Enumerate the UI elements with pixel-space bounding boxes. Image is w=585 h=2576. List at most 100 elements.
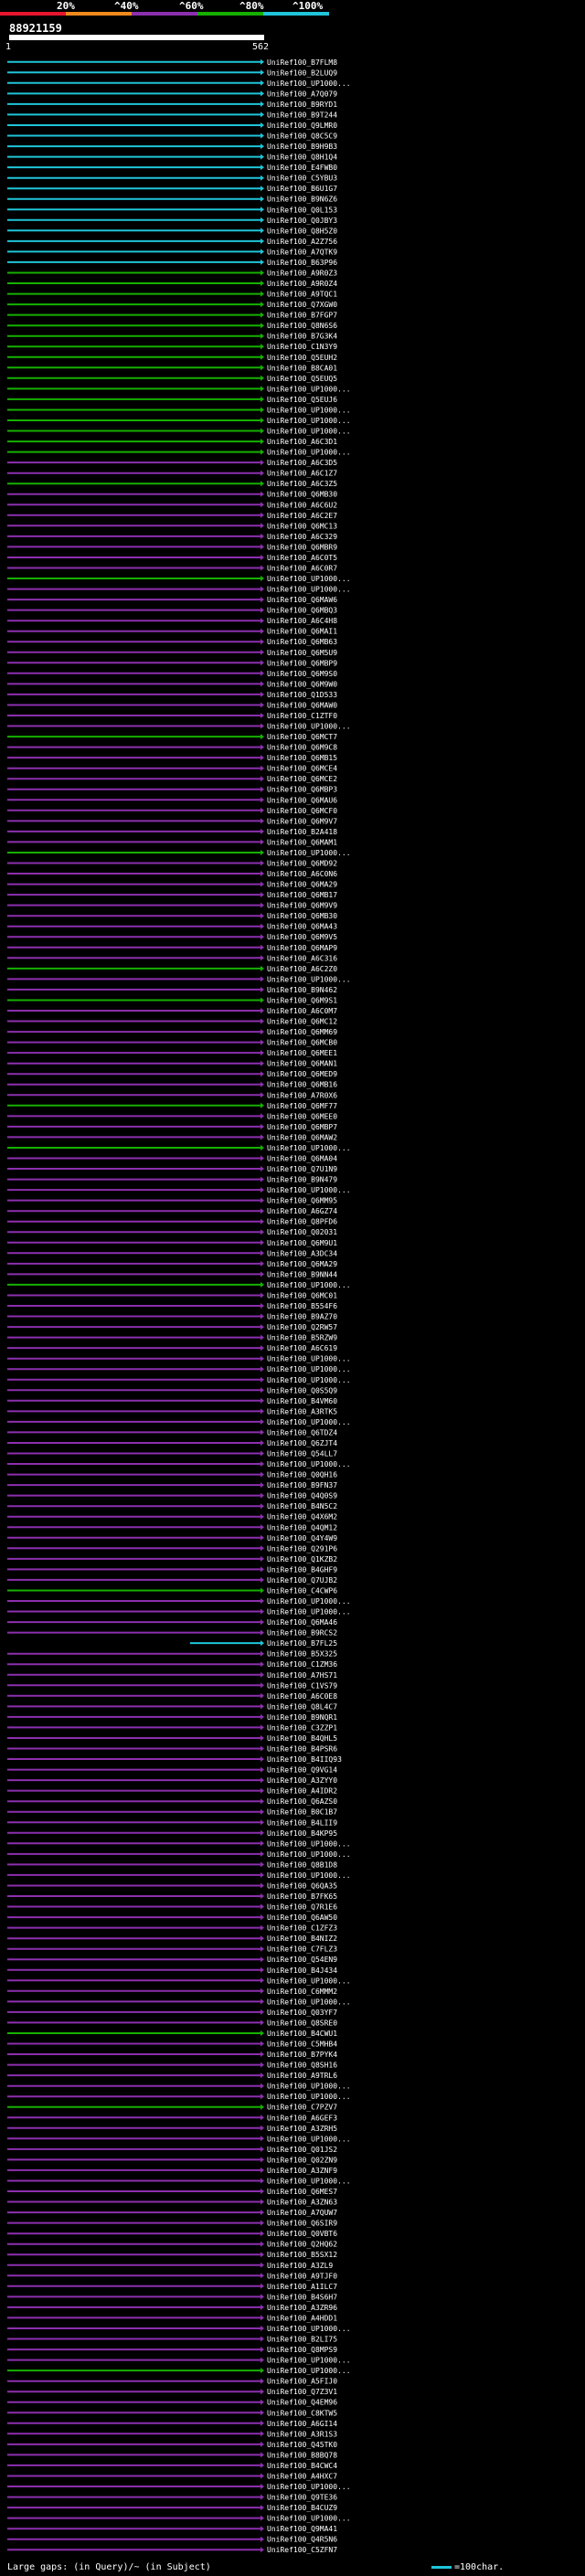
hit-label[interactable]: UniRef100_Q4X6M2 <box>267 1513 337 1521</box>
hit-label[interactable]: UniRef100_Q7Z3V1 <box>267 2388 337 2396</box>
hit-label[interactable]: UniRef100_Q6M9C8 <box>267 744 337 752</box>
hit-label[interactable]: UniRef100_Q6MB15 <box>267 754 337 762</box>
hit-label[interactable]: UniRef100_C4CWP6 <box>267 1587 337 1595</box>
hit-label[interactable]: UniRef100_UP1000... <box>267 2515 351 2523</box>
hit-label[interactable]: UniRef100_A4IDR2 <box>267 1787 337 1796</box>
hit-label[interactable]: UniRef100_Q6M9V7 <box>267 817 337 825</box>
hit-label[interactable]: UniRef100_A6C0R7 <box>267 565 337 573</box>
hit-label[interactable]: UniRef100_B8CA01 <box>267 364 337 372</box>
hit-label[interactable]: UniRef100_C7PZV7 <box>267 2104 337 2112</box>
hit-label[interactable]: UniRef100_B9RCS2 <box>267 1629 337 1638</box>
hit-label[interactable]: UniRef100_Q6MAW0 <box>267 702 337 710</box>
hit-label[interactable]: UniRef100_C1ZTF0 <box>267 712 337 720</box>
hit-label[interactable]: UniRef100_Q02031 <box>267 1228 337 1236</box>
hit-label[interactable]: UniRef100_B5X325 <box>267 1650 337 1659</box>
hit-label[interactable]: UniRef100_Q8H1Q4 <box>267 154 337 162</box>
hit-label[interactable]: UniRef100_A6C0M7 <box>267 1007 337 1015</box>
hit-label[interactable]: UniRef100_Q6MC13 <box>267 522 337 530</box>
hit-label[interactable]: UniRef100_Q4Y4W9 <box>267 1534 337 1542</box>
hit-label[interactable]: UniRef100_A3ZYY0 <box>267 1776 337 1785</box>
hit-label[interactable]: UniRef100_Q6MAW2 <box>267 1133 337 1141</box>
hit-label[interactable]: UniRef100_A9TJF0 <box>267 2272 337 2280</box>
hit-label[interactable]: UniRef100_A7HS71 <box>267 1671 337 1680</box>
hit-label[interactable]: UniRef100_B7FL25 <box>267 1639 337 1648</box>
hit-label[interactable]: UniRef100_A7QTK9 <box>267 248 337 256</box>
hit-label[interactable]: UniRef100_Q6AZS0 <box>267 1797 337 1806</box>
hit-label[interactable]: UniRef100_A3ZL9 <box>267 2262 333 2270</box>
hit-label[interactable]: UniRef100_C1VS79 <box>267 1681 337 1690</box>
hit-label[interactable]: UniRef100_UP1000... <box>267 2083 351 2091</box>
hit-label[interactable]: UniRef100_Q291P6 <box>267 1544 337 1553</box>
hit-label[interactable]: UniRef100_Q6MBP3 <box>267 786 337 794</box>
hit-label[interactable]: UniRef100_Q4QM12 <box>267 1523 337 1532</box>
hit-label[interactable]: UniRef100_UP1000... <box>267 2483 351 2491</box>
hit-label[interactable]: UniRef100_Q6MB63 <box>267 638 337 646</box>
hit-label[interactable]: UniRef100_A4HXC7 <box>267 2473 337 2481</box>
hit-label[interactable]: UniRef100_Q6MAI1 <box>267 628 337 636</box>
hit-label[interactable]: UniRef100_B9N479 <box>267 1176 337 1184</box>
hit-label[interactable]: UniRef100_Q6MA29 <box>267 881 337 889</box>
hit-label[interactable]: UniRef100_A6C0E8 <box>267 1692 337 1701</box>
hit-label[interactable]: UniRef100_B2A418 <box>267 828 337 836</box>
hit-label[interactable]: UniRef100_B7PYK4 <box>267 2051 337 2059</box>
hit-label[interactable]: UniRef100_Q9MA41 <box>267 2525 337 2533</box>
hit-label[interactable]: UniRef100_B4CWC4 <box>267 2462 337 2470</box>
hit-label[interactable]: UniRef100_B4NIZ2 <box>267 1935 337 1943</box>
hit-label[interactable]: UniRef100_B6U1G7 <box>267 185 337 193</box>
hit-label[interactable]: UniRef100_B9AZ70 <box>267 1313 337 1321</box>
hit-label[interactable]: UniRef100_Q6M9S1 <box>267 997 337 1005</box>
hit-label[interactable]: UniRef100_Q6MC12 <box>267 1018 337 1026</box>
hit-label[interactable]: UniRef100_A7QUW7 <box>267 2209 337 2217</box>
hit-label[interactable]: UniRef100_B8BQ78 <box>267 2451 337 2459</box>
hit-label[interactable]: UniRef100_Q0JBY3 <box>267 217 337 225</box>
hit-label[interactable]: UniRef100_Q6MCT7 <box>267 733 337 741</box>
hit-label[interactable]: UniRef100_Q5EUQ5 <box>267 375 337 383</box>
hit-label[interactable]: UniRef100_E4FWB0 <box>267 164 337 172</box>
hit-label[interactable]: UniRef100_A3ZNF9 <box>267 2167 337 2175</box>
hit-label[interactable]: UniRef100_Q6MM95 <box>267 1197 337 1205</box>
hit-label[interactable]: UniRef100_Q1KZB2 <box>267 1555 337 1564</box>
hit-label[interactable]: UniRef100_B4N5C2 <box>267 1502 337 1511</box>
hit-label[interactable]: UniRef100_Q54LL7 <box>267 1450 337 1458</box>
hit-label[interactable]: UniRef100_Q8MPS9 <box>267 2346 337 2354</box>
hit-label[interactable]: UniRef100_Q6MEE1 <box>267 1049 337 1057</box>
hit-label[interactable]: UniRef100_Q0L153 <box>267 206 337 214</box>
hit-label[interactable]: UniRef100_A6C3D1 <box>267 438 337 446</box>
hit-label[interactable]: UniRef100_UP1000... <box>267 1850 351 1859</box>
hit-label[interactable]: UniRef100_UP1000... <box>267 1376 351 1384</box>
hit-label[interactable]: UniRef100_Q01JS2 <box>267 2146 337 2154</box>
hit-label[interactable]: UniRef100_UP1000... <box>267 1839 351 1848</box>
hit-label[interactable]: UniRef100_Q6MAN1 <box>267 1060 337 1068</box>
hit-label[interactable]: UniRef100_Q6MB30 <box>267 491 337 499</box>
hit-label[interactable]: UniRef100_UP1000... <box>267 1281 351 1289</box>
hit-label[interactable]: UniRef100_Q45TK0 <box>267 2441 337 2449</box>
hit-label[interactable]: UniRef100_Q0VBT6 <box>267 2230 337 2238</box>
hit-label[interactable]: UniRef100_Q9VG14 <box>267 1766 337 1775</box>
hit-label[interactable]: UniRef100_Q6SIR9 <box>267 2220 337 2228</box>
hit-label[interactable]: UniRef100_Q8N6S6 <box>267 322 337 330</box>
hit-label[interactable]: UniRef100_B7FGP7 <box>267 312 337 320</box>
hit-label[interactable]: UniRef100_Q9LMR0 <box>267 122 337 130</box>
hit-label[interactable]: UniRef100_Q8H5Z0 <box>267 227 337 235</box>
hit-label[interactable]: UniRef100_B7G3K4 <box>267 333 337 341</box>
hit-label[interactable]: UniRef100_Q6MA46 <box>267 1618 337 1627</box>
hit-label[interactable]: UniRef100_Q7R1E6 <box>267 1903 337 1912</box>
hit-label[interactable]: UniRef100_A9R0Z3 <box>267 270 337 278</box>
hit-label[interactable]: UniRef100_Q8SRE0 <box>267 2019 337 2027</box>
hit-label[interactable]: UniRef100_Q8PFD6 <box>267 1218 337 1226</box>
hit-label[interactable]: UniRef100_Q4EM96 <box>267 2399 337 2407</box>
hit-label[interactable]: UniRef100_UP1000... <box>267 1597 351 1606</box>
hit-label[interactable]: UniRef100_A3ZRH5 <box>267 2125 337 2133</box>
hit-label[interactable]: UniRef100_A6GZ74 <box>267 1207 337 1215</box>
hit-label[interactable]: UniRef100_A7R0X6 <box>267 1091 337 1099</box>
hit-label[interactable]: UniRef100_Q6TDZ4 <box>267 1428 337 1436</box>
hit-label[interactable]: UniRef100_B4J434 <box>267 1966 337 1975</box>
hit-label[interactable]: UniRef100_UP1000... <box>267 449 351 457</box>
hit-label[interactable]: UniRef100_Q4Q0S9 <box>267 1492 337 1500</box>
hit-label[interactable]: UniRef100_Q6MF77 <box>267 1102 337 1110</box>
hit-label[interactable]: UniRef100_Q6MCE4 <box>267 765 337 773</box>
hit-label[interactable]: UniRef100_Q6MAM1 <box>267 838 337 846</box>
hit-label[interactable]: UniRef100_C7FLZ3 <box>267 1945 337 1954</box>
hit-label[interactable]: UniRef100_Q54EN9 <box>267 1956 337 1964</box>
hit-label[interactable]: UniRef100_A6C2Z0 <box>267 965 337 973</box>
